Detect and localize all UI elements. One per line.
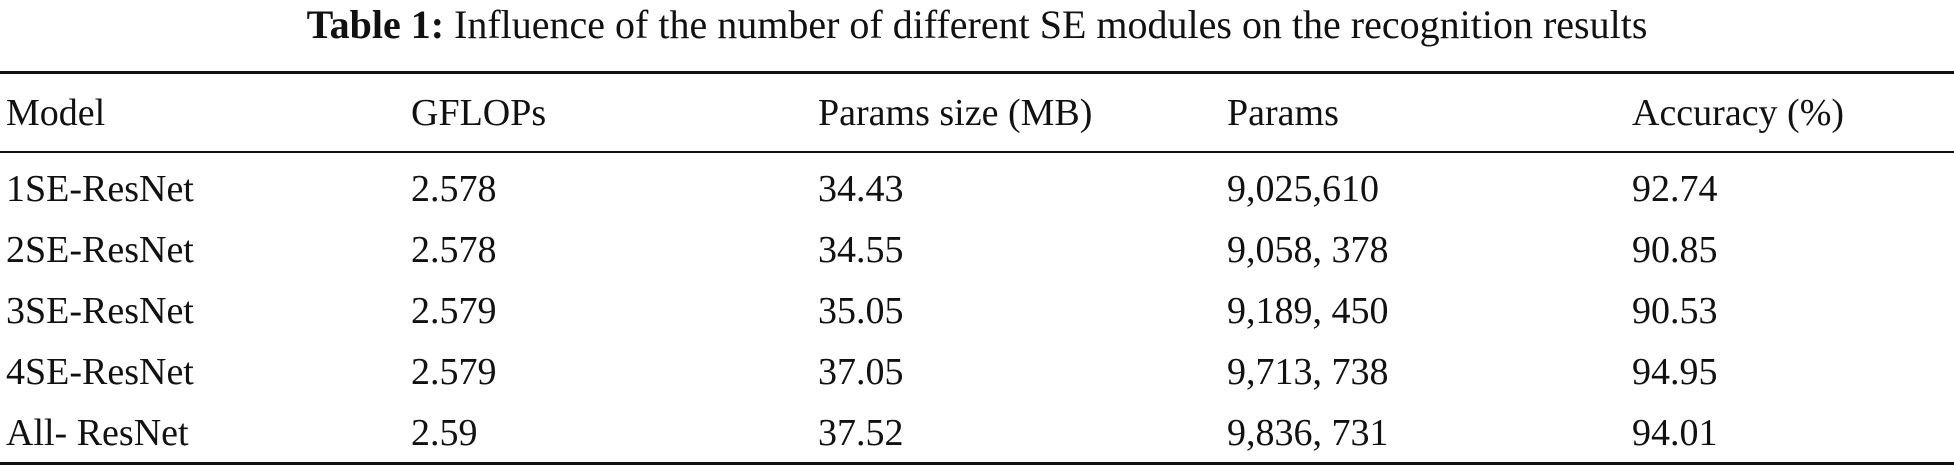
header-cell: GFLOPs [411, 92, 547, 134]
table-cell: All- ResNet [6, 412, 189, 454]
table-cell: 90.85 [1632, 229, 1718, 271]
header-cell: Params [1227, 92, 1339, 134]
table-cell: 90.53 [1632, 290, 1718, 332]
table-caption: Table 1: Influence of the number of diffe… [0, 2, 1954, 48]
table-cell: 9,025,610 [1227, 168, 1379, 210]
table-cell: 2.578 [411, 168, 497, 210]
table-cell: 2.579 [411, 351, 497, 393]
header-cell: Accuracy (%) [1632, 92, 1845, 134]
header-cell: Model [6, 92, 106, 134]
table-cell: 9,058, 378 [1227, 229, 1389, 271]
table-cell: 9,836, 731 [1227, 412, 1389, 454]
table-cell: 2.578 [411, 229, 497, 271]
header-cell: Params size (MB) [818, 92, 1093, 134]
table-cell: 2.59 [411, 412, 478, 454]
table-cell: 35.05 [818, 290, 904, 332]
table-cell: 34.55 [818, 229, 904, 271]
bottom-rule [0, 462, 1954, 465]
table-cell: 3SE-ResNet [6, 290, 194, 332]
table-cell: 4SE-ResNet [6, 351, 194, 393]
top-rule [0, 71, 1954, 74]
table-cell: 2SE-ResNet [6, 229, 194, 271]
header-rule [0, 151, 1954, 153]
table-cell: 37.05 [818, 351, 904, 393]
table-cell: 34.43 [818, 168, 904, 210]
table-cell: 37.52 [818, 412, 904, 454]
table-cell: 94.01 [1632, 412, 1718, 454]
table-cell: 1SE-ResNet [6, 168, 194, 210]
caption-label: Table 1: [306, 2, 445, 47]
table-cell: 2.579 [411, 290, 497, 332]
caption-text: Influence of the number of different SE … [454, 2, 1648, 47]
table-cell: 94.95 [1632, 351, 1718, 393]
table-cell: 92.74 [1632, 168, 1718, 210]
table-cell: 9,713, 738 [1227, 351, 1389, 393]
table-cell: 9,189, 450 [1227, 290, 1389, 332]
